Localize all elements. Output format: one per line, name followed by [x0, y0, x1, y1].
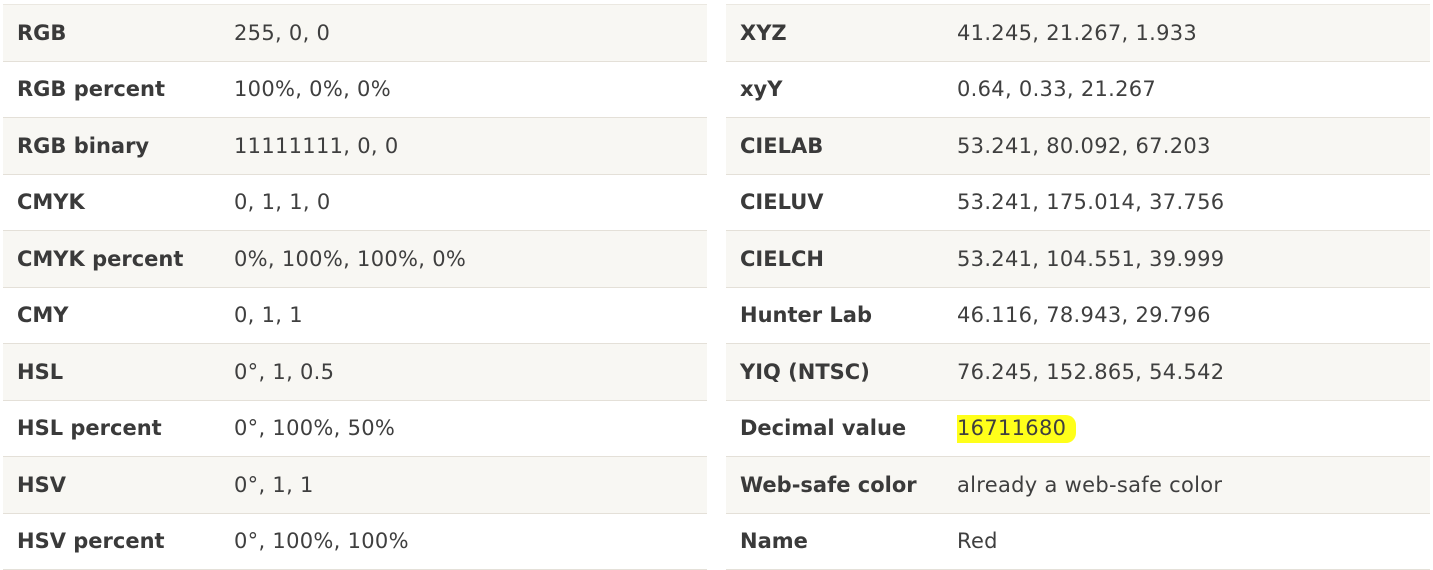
row-value-decimal-value-cell: 16711680	[957, 400, 1430, 457]
row-label-cielab: CIELAB	[726, 117, 957, 175]
row-label-hsv-percent: HSV percent	[3, 513, 234, 570]
table-row: RGB percent 100%, 0%, 0%	[3, 61, 707, 118]
row-value-cmyk: 0, 1, 1, 0	[234, 174, 707, 231]
row-label-cieluv: CIELUV	[726, 174, 957, 231]
row-label-cmyk-percent: CMYK percent	[3, 230, 234, 288]
row-label-decimal-value: Decimal value	[726, 400, 957, 457]
row-value-name: Red	[957, 513, 1430, 570]
row-label-xyz: XYZ	[726, 4, 957, 62]
row-value-yiq: 76.245, 152.865, 54.542	[957, 343, 1430, 401]
row-value-hsl-percent: 0°, 100%, 50%	[234, 400, 707, 457]
row-value-xyz: 41.245, 21.267, 1.933	[957, 4, 1430, 62]
color-conversions-table-left: RGB 255, 0, 0 RGB percent 100%, 0%, 0% R…	[3, 4, 707, 570]
row-label-hsv: HSV	[3, 456, 234, 514]
row-label-hunter-lab: Hunter Lab	[726, 287, 957, 344]
row-label-hsl: HSL	[3, 343, 234, 401]
row-label-name: Name	[726, 513, 957, 570]
row-value-cmy: 0, 1, 1	[234, 287, 707, 344]
row-label-rgb: RGB	[3, 4, 234, 62]
table-row: XYZ 41.245, 21.267, 1.933	[726, 4, 1430, 62]
table-row: Hunter Lab 46.116, 78.943, 29.796	[726, 287, 1430, 344]
table-row: HSV 0°, 1, 1	[3, 456, 707, 514]
row-value-cmyk-percent: 0%, 100%, 100%, 0%	[234, 230, 707, 288]
table-row: RGB 255, 0, 0	[3, 4, 707, 62]
row-value-hsv: 0°, 1, 1	[234, 456, 707, 514]
table-row: Decimal value 16711680	[726, 400, 1430, 457]
table-row: RGB binary 11111111, 0, 0	[3, 117, 707, 175]
table-row: CIELUV 53.241, 175.014, 37.756	[726, 174, 1430, 231]
table-row: CIELCH 53.241, 104.551, 39.999	[726, 230, 1430, 288]
row-value-cielab: 53.241, 80.092, 67.203	[957, 117, 1430, 175]
table-row: CMY 0, 1, 1	[3, 287, 707, 344]
table-row: YIQ (NTSC) 76.245, 152.865, 54.542	[726, 343, 1430, 401]
row-value-web-safe-color: already a web-safe color	[957, 456, 1430, 514]
table-row: Web-safe color already a web-safe color	[726, 456, 1430, 514]
table-row: CMYK percent 0%, 100%, 100%, 0%	[3, 230, 707, 288]
row-value-hsv-percent: 0°, 100%, 100%	[234, 513, 707, 570]
row-label-yiq: YIQ (NTSC)	[726, 343, 957, 401]
row-label-hsl-percent: HSL percent	[3, 400, 234, 457]
row-value-hsl: 0°, 1, 0.5	[234, 343, 707, 401]
row-value-cielch: 53.241, 104.551, 39.999	[957, 230, 1430, 288]
row-value-rgb-percent: 100%, 0%, 0%	[234, 61, 707, 118]
row-value-rgb-binary: 11111111, 0, 0	[234, 117, 707, 175]
row-label-cielch: CIELCH	[726, 230, 957, 288]
table-row: CMYK 0, 1, 1, 0	[3, 174, 707, 231]
table-row: HSV percent 0°, 100%, 100%	[3, 513, 707, 570]
table-row: HSL percent 0°, 100%, 50%	[3, 400, 707, 457]
row-value-hunter-lab: 46.116, 78.943, 29.796	[957, 287, 1430, 344]
row-label-cmyk: CMYK	[3, 174, 234, 231]
table-row: xyY 0.64, 0.33, 21.267	[726, 61, 1430, 118]
highlighted-decimal-value: 16711680	[957, 415, 1077, 444]
row-value-rgb: 255, 0, 0	[234, 4, 707, 62]
row-label-rgb-percent: RGB percent	[3, 61, 234, 118]
row-value-cieluv: 53.241, 175.014, 37.756	[957, 174, 1430, 231]
row-label-cmy: CMY	[3, 287, 234, 344]
table-row: Name Red	[726, 513, 1430, 570]
color-conversions-table-right: XYZ 41.245, 21.267, 1.933 xyY 0.64, 0.33…	[726, 4, 1430, 570]
row-label-xyy: xyY	[726, 61, 957, 118]
table-row: CIELAB 53.241, 80.092, 67.203	[726, 117, 1430, 175]
row-value-xyy: 0.64, 0.33, 21.267	[957, 61, 1430, 118]
table-row: HSL 0°, 1, 0.5	[3, 343, 707, 401]
row-label-web-safe-color: Web-safe color	[726, 456, 957, 514]
row-label-rgb-binary: RGB binary	[3, 117, 234, 175]
